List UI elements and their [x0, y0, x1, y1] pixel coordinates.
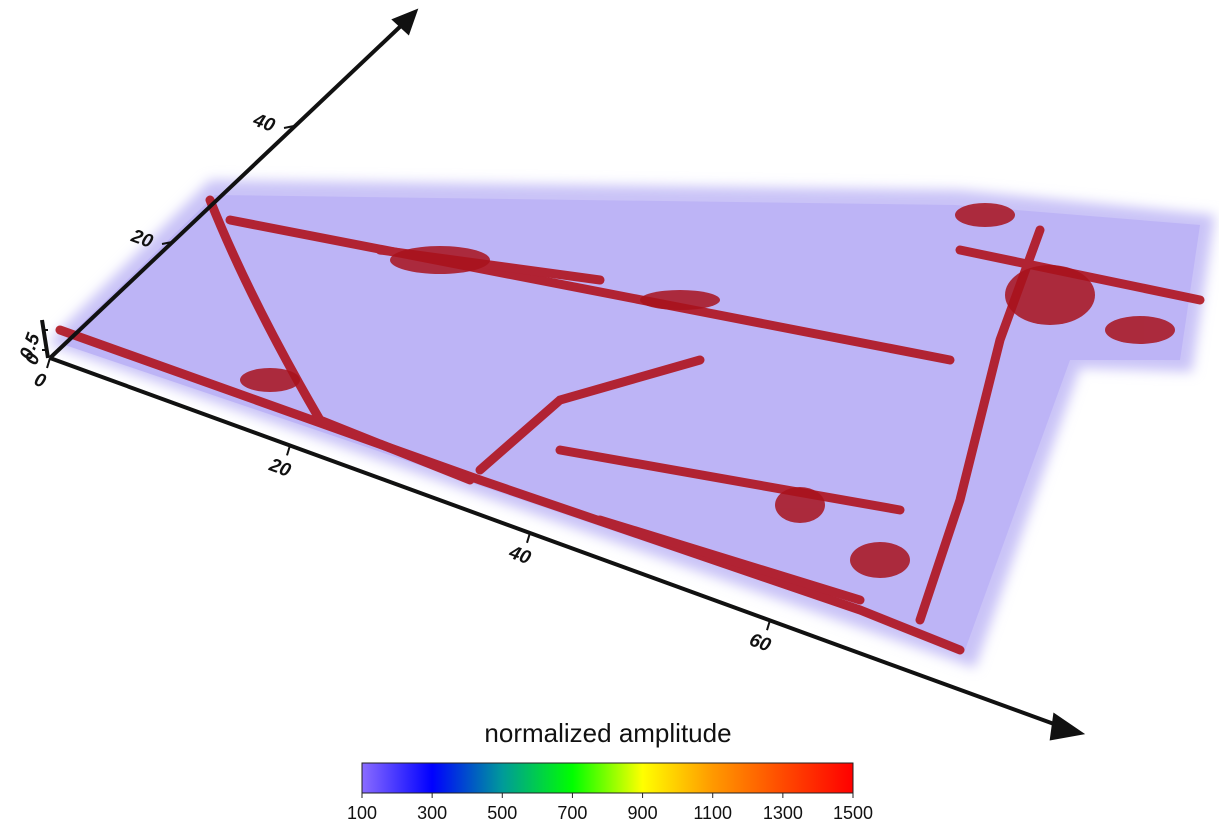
x-tick-label: 20 [265, 454, 293, 481]
x-tick-label: 40 [505, 542, 533, 569]
colorbar-tick-label: 1100 [693, 803, 732, 823]
colorbar-tick-label: 700 [557, 803, 587, 823]
colorbar-title: normalized amplitude [484, 718, 731, 748]
colorbar-tick-label: 500 [487, 803, 517, 823]
colorbar-tick-label: 900 [628, 803, 658, 823]
colorbar [362, 763, 853, 793]
colorbar-tick-label: 300 [417, 803, 447, 823]
x-tick-label: 60 [746, 630, 773, 657]
chart: normalized amplitude 0204060204000.51003… [0, 0, 1219, 825]
colorbar-tick-label: 100 [347, 803, 377, 823]
colorbar-tick-label: 1300 [763, 803, 803, 823]
x-tick [47, 358, 50, 368]
colorbar-tick-label: 1500 [833, 803, 873, 823]
x-tick-label: 0 [31, 369, 49, 392]
y-tick-label: 40 [249, 109, 277, 136]
volume-plane [50, 180, 1215, 668]
